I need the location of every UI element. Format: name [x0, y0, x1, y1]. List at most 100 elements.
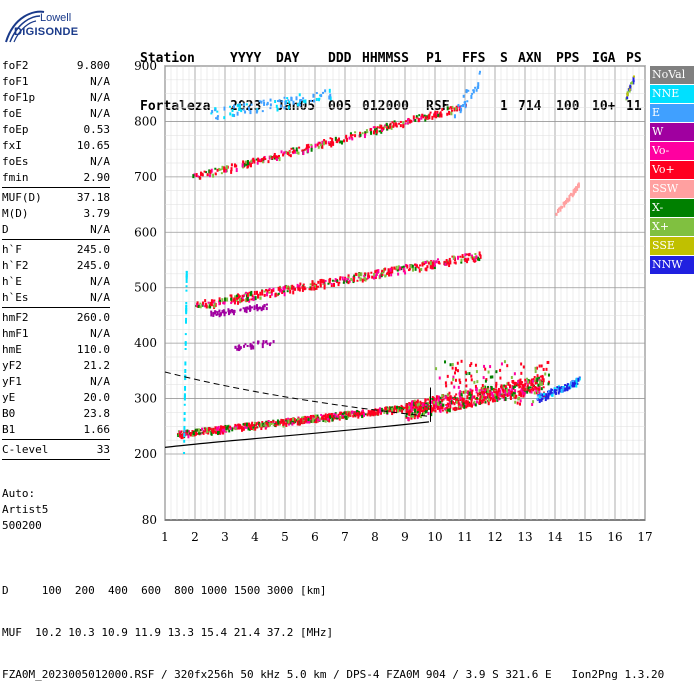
param-value: 260.0: [76, 311, 110, 324]
y-tick-label: 200: [134, 447, 157, 461]
echo-dot: [301, 286, 304, 290]
echo-dot: [288, 100, 291, 104]
param-separator: [2, 187, 110, 188]
echo-dot: [447, 402, 450, 405]
header-cell: HHMMSS: [362, 51, 409, 66]
echo-dot: [420, 410, 423, 413]
echo-dot: [346, 410, 349, 414]
echo-dot: [518, 381, 521, 385]
echo-dot: [326, 413, 329, 418]
echo-dot: [185, 271, 188, 276]
echo-dot: [475, 400, 478, 404]
param-value: N/A: [90, 327, 110, 340]
echo-dot: [275, 421, 278, 424]
echo-dot: [425, 408, 428, 411]
echo-dot: [328, 95, 331, 100]
param-value: N/A: [90, 223, 110, 236]
x-tick-label: 7: [341, 530, 349, 544]
echo-dot: [406, 264, 409, 269]
echo-dot: [467, 89, 470, 92]
echo-dot: [448, 257, 451, 261]
echo-dot: [185, 301, 188, 304]
echo-dot: [246, 295, 249, 298]
echo-dot: [402, 267, 405, 271]
echo-dot: [185, 317, 188, 320]
echo-dot: [184, 386, 187, 391]
echo-dot: [554, 390, 557, 394]
echo-dot: [495, 395, 498, 399]
echo-dot: [449, 260, 452, 265]
echo-dot: [626, 91, 629, 94]
echo-dot: [532, 388, 535, 392]
echo-dot: [446, 406, 449, 410]
echo-dot: [337, 413, 340, 418]
echo-dot: [243, 426, 246, 429]
echo-dot: [184, 361, 187, 366]
echo-dot: [419, 400, 422, 405]
echo-dot: [304, 416, 307, 420]
param-label: foF1: [2, 75, 29, 88]
echo-dot: [370, 271, 373, 274]
echo-dot: [270, 291, 273, 296]
echo-dot: [284, 150, 287, 154]
echo-dot: [479, 253, 482, 256]
echo-dot: [199, 432, 202, 435]
echo-dot: [378, 130, 381, 133]
echo-dot: [536, 398, 539, 401]
echo-dot: [185, 285, 188, 288]
echo-dot: [197, 428, 200, 433]
echo-dot: [286, 290, 289, 293]
echo-dot: [401, 266, 404, 269]
echo-dot: [547, 395, 550, 400]
param-row: foF1p N/A: [2, 90, 110, 106]
echo-dot: [295, 96, 298, 101]
echo-dot: [433, 397, 436, 401]
echo-dot: [359, 413, 362, 417]
echo-dot: [322, 279, 325, 284]
echo-dot: [346, 280, 349, 284]
echo-dot: [466, 391, 469, 394]
echo-dot: [339, 411, 342, 415]
echo-dot: [496, 392, 499, 397]
echo-dot: [287, 287, 290, 290]
echo-dot: [279, 420, 282, 424]
echo-dot: [526, 387, 529, 392]
echo-dot: [308, 288, 311, 291]
echo-dot: [460, 258, 463, 262]
echo-dot: [435, 367, 438, 371]
echo-traces: [177, 70, 635, 454]
param-label: h`F: [2, 243, 22, 256]
echo-dot: [237, 293, 240, 298]
echo-dot: [626, 92, 629, 97]
echo-dot: [439, 408, 442, 413]
echo-dot: [448, 408, 451, 413]
echo-dot: [214, 310, 217, 313]
echo-dot: [261, 293, 264, 296]
echo-dot: [495, 370, 498, 374]
echo-dot: [183, 403, 186, 406]
x-tick-label: 2: [191, 530, 199, 544]
echo-dot: [417, 266, 420, 269]
echo-dot: [223, 300, 226, 304]
echo-dot: [571, 193, 574, 198]
echo-dot: [205, 171, 208, 174]
echo-dot: [420, 267, 423, 271]
echo-dot: [255, 422, 258, 426]
y-tick-label: 300: [134, 392, 157, 406]
echo-dot: [331, 138, 334, 143]
echo-dot: [632, 76, 635, 81]
echo-dot: [373, 130, 376, 133]
echo-dot: [398, 122, 401, 125]
echo-dot: [457, 255, 460, 260]
echo-dot: [245, 423, 248, 427]
echo-dot: [530, 390, 533, 394]
x-tick-label: 13: [517, 530, 532, 544]
y-tick-label: 800: [134, 114, 157, 128]
echo-dot: [507, 381, 510, 386]
echo-dot: [329, 415, 332, 419]
echo-dot: [283, 151, 286, 154]
echo-dot: [471, 256, 474, 259]
echo-dot: [487, 392, 490, 397]
echo-dot: [328, 418, 331, 423]
echo-dot: [521, 383, 524, 387]
